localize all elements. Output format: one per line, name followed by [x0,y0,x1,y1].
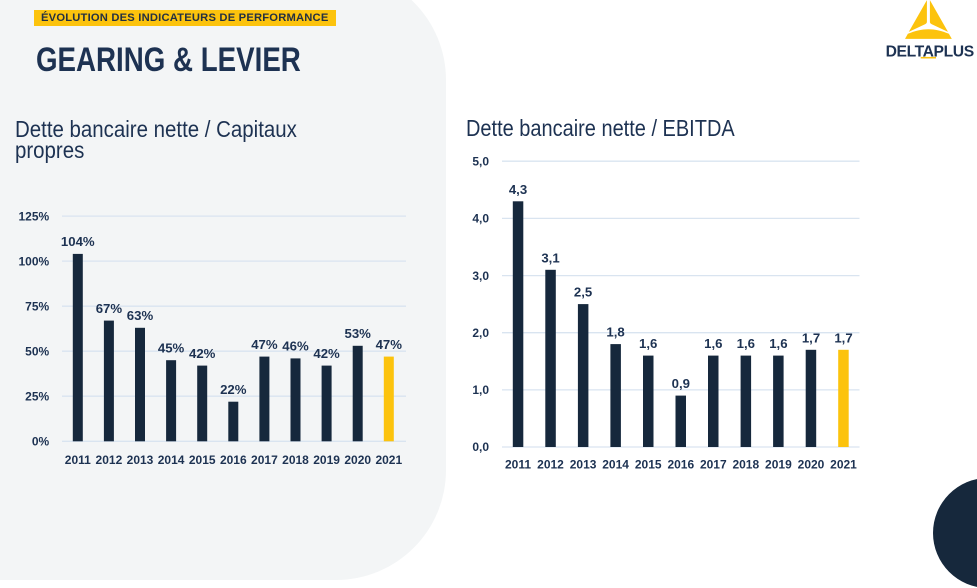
svg-text:2011: 2011 [65,453,91,467]
svg-text:75%: 75% [25,299,49,313]
svg-text:1,6: 1,6 [769,336,787,351]
svg-text:2014: 2014 [602,458,629,472]
svg-text:63%: 63% [127,308,154,323]
svg-text:2021: 2021 [375,453,402,467]
svg-text:42%: 42% [189,346,216,361]
svg-text:104%: 104% [61,234,95,249]
svg-text:2017: 2017 [251,453,278,467]
svg-text:2017: 2017 [700,458,727,472]
svg-text:1,8: 1,8 [606,325,624,340]
svg-text:0,0: 0,0 [472,440,489,454]
svg-text:1,6: 1,6 [704,336,722,351]
svg-text:2020: 2020 [798,458,825,472]
svg-text:2013: 2013 [127,453,154,467]
svg-text:0,9: 0,9 [672,376,690,391]
svg-text:1,7: 1,7 [834,330,852,345]
svg-text:100%: 100% [18,254,49,268]
svg-text:2019: 2019 [313,453,340,467]
svg-text:53%: 53% [344,326,371,341]
svg-text:2021: 2021 [830,458,857,472]
svg-text:1,6: 1,6 [737,336,755,351]
svg-text:2011: 2011 [505,458,531,472]
svg-text:3,0: 3,0 [472,269,489,283]
svg-text:2018: 2018 [732,458,759,472]
svg-text:4,0: 4,0 [472,212,489,226]
svg-text:67%: 67% [96,301,123,316]
svg-text:25%: 25% [25,389,49,403]
svg-text:1,7: 1,7 [802,330,820,345]
svg-text:2012: 2012 [96,453,123,467]
svg-text:2,5: 2,5 [574,285,592,300]
svg-text:50%: 50% [25,344,49,358]
svg-text:4,3: 4,3 [509,182,527,197]
svg-text:2015: 2015 [635,458,662,472]
svg-text:2015: 2015 [189,453,216,467]
svg-text:125%: 125% [18,209,49,223]
svg-text:5,0: 5,0 [472,154,489,168]
svg-text:2014: 2014 [158,453,185,467]
svg-text:2020: 2020 [344,453,371,467]
svg-text:47%: 47% [376,337,403,352]
svg-text:45%: 45% [158,340,185,355]
svg-text:46%: 46% [282,339,309,354]
svg-text:2016: 2016 [667,458,694,472]
svg-text:2012: 2012 [537,458,564,472]
svg-text:2016: 2016 [220,453,247,467]
svg-text:3,1: 3,1 [541,250,559,265]
svg-text:1,0: 1,0 [472,383,489,397]
svg-text:2,0: 2,0 [472,326,489,340]
svg-text:47%: 47% [251,337,278,352]
svg-text:0%: 0% [32,435,50,449]
svg-text:2019: 2019 [765,458,792,472]
svg-text:DELTAPLUS: DELTAPLUS [886,43,974,60]
svg-text:42%: 42% [313,346,340,361]
svg-text:2018: 2018 [282,453,309,467]
svg-text:22%: 22% [220,382,247,397]
svg-text:2013: 2013 [570,458,597,472]
svg-text:1,6: 1,6 [639,336,657,351]
